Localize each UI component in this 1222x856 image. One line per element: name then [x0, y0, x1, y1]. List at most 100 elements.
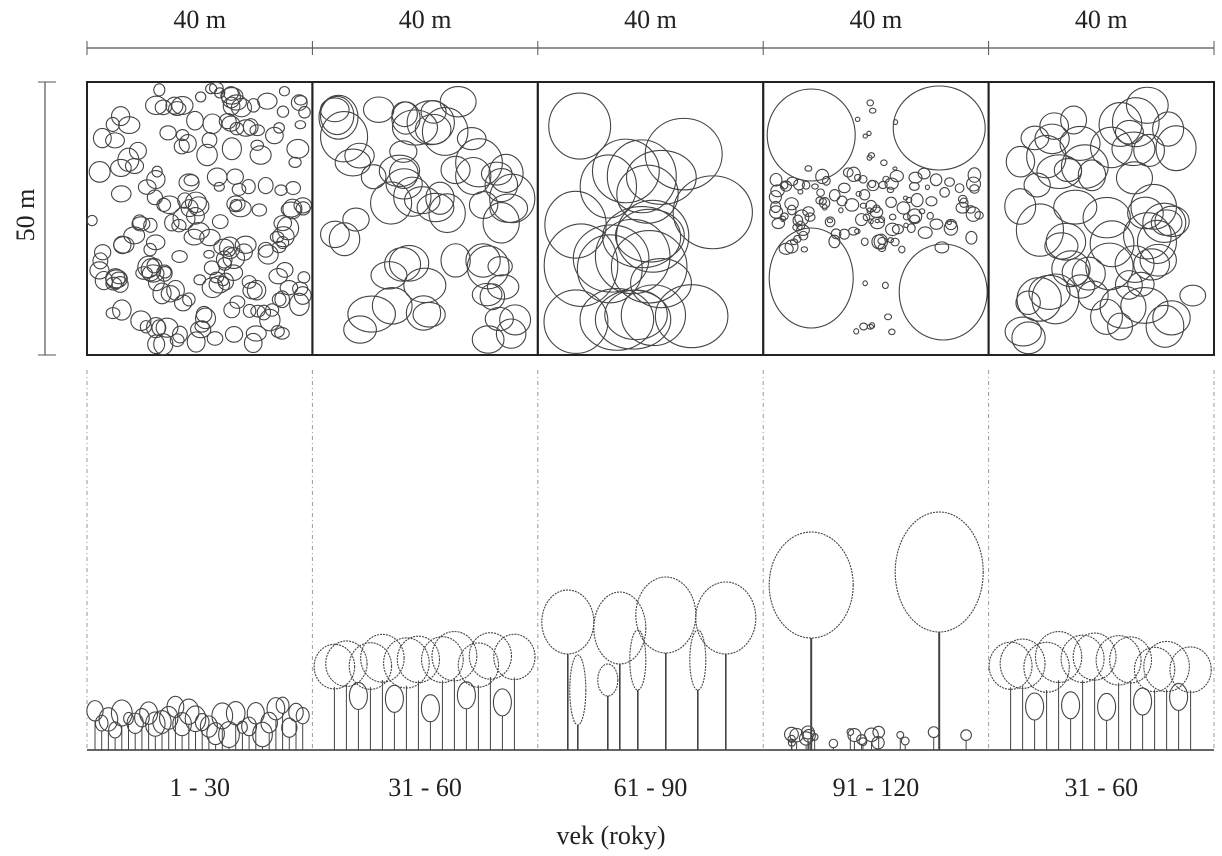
crown-plan — [815, 168, 830, 185]
crown-plan — [455, 138, 503, 188]
crown-plan — [908, 181, 920, 191]
crown-plan — [869, 206, 884, 219]
tree-crown — [266, 697, 286, 721]
crown-plan — [265, 303, 280, 317]
crown-plan — [242, 303, 257, 318]
tree-crown — [110, 699, 133, 727]
tree-crown — [260, 711, 278, 734]
crown-plan — [784, 239, 799, 254]
plot-frame — [311, 81, 539, 356]
tree-crown — [871, 736, 885, 750]
crown-plan — [821, 204, 828, 211]
crown-plan — [1045, 222, 1087, 261]
crown-plan — [169, 333, 185, 348]
crown-plan — [1044, 232, 1079, 260]
tree-crown — [999, 638, 1046, 689]
crown-plan — [811, 183, 819, 190]
crown-plan — [256, 304, 272, 321]
crown-plan — [854, 228, 861, 235]
crown-plan — [290, 94, 308, 111]
crown-plan — [969, 184, 980, 194]
width-label: 40 m — [173, 5, 226, 34]
crown-plan — [385, 168, 423, 200]
crown-plan — [866, 323, 875, 330]
tree-crown — [858, 737, 868, 747]
columns: 40 m 1 - 30 40 m 31 - 60 40 m 61 - 90 40 m 91 -… — [86, 5, 1215, 802]
crown-plan — [1004, 188, 1037, 225]
crown-plan — [1059, 125, 1101, 161]
crown-plan — [471, 325, 505, 354]
tree-crown — [1109, 636, 1153, 684]
crown-plan — [280, 201, 302, 218]
age-label: 1 - 30 — [169, 773, 230, 802]
crown-plan — [225, 94, 247, 111]
crown-plan — [610, 229, 688, 304]
crown-plan — [1114, 119, 1144, 145]
crown-plan — [147, 274, 165, 292]
crown-plan — [854, 173, 862, 182]
crown-plan — [391, 101, 421, 135]
crown-plan — [654, 284, 729, 349]
crown-plan — [887, 237, 895, 244]
crown-plan — [164, 213, 180, 232]
crown-plan — [468, 191, 499, 219]
crown-plan — [1061, 258, 1090, 287]
crown-plan — [925, 196, 938, 207]
crown-plan — [186, 331, 206, 353]
crown-plan — [202, 113, 223, 135]
tree-crown — [206, 722, 225, 746]
crown-plan — [794, 209, 810, 226]
tree-crown — [635, 576, 697, 654]
crown-plan — [868, 322, 876, 329]
crown-plan — [898, 245, 906, 254]
crown-plan — [1154, 205, 1190, 238]
crown-plan — [208, 81, 224, 95]
tree-crown — [275, 696, 290, 714]
crown-plan — [926, 211, 934, 220]
crown-plan — [1098, 102, 1143, 147]
crown-plan — [889, 169, 904, 183]
crown-plan — [486, 274, 520, 300]
crown-plan — [917, 167, 931, 180]
plot-frame — [762, 81, 990, 356]
crown-plan — [908, 171, 923, 184]
crown-plan — [274, 290, 291, 309]
crown-plan — [1026, 134, 1067, 179]
crown-plan — [885, 222, 900, 237]
crown-plan — [821, 175, 831, 186]
crown-plan — [226, 168, 244, 185]
crown-plan — [405, 295, 442, 331]
crown-plan — [957, 194, 968, 204]
tree-crown — [768, 531, 854, 639]
crown-plan — [224, 326, 244, 343]
tree-crown — [456, 681, 476, 710]
tree-crown — [1034, 631, 1083, 683]
crown-plan — [1127, 196, 1164, 230]
tree-crown — [872, 725, 886, 739]
crown-plan — [796, 220, 806, 231]
crown-plan — [196, 143, 218, 167]
crown-plan — [113, 235, 132, 255]
tree-crown — [123, 711, 134, 726]
crown-plan — [141, 264, 165, 283]
crown-plan — [1028, 274, 1071, 311]
crown-plan — [203, 249, 215, 259]
crown-plan — [846, 166, 861, 183]
crown-plan — [217, 275, 229, 287]
crown-plan — [89, 261, 110, 280]
crown-plan — [199, 228, 221, 247]
crown-plan — [771, 217, 786, 230]
tree-crown — [420, 694, 440, 723]
crown-plan — [495, 318, 527, 349]
crown-plan — [171, 250, 188, 264]
crown-plan — [118, 116, 141, 135]
crown-plan — [828, 189, 841, 202]
crown-plan — [439, 86, 477, 118]
crown-plan — [1039, 112, 1070, 140]
tree-crown — [798, 731, 814, 746]
crown-plan — [1139, 243, 1177, 277]
tree-crown — [569, 654, 587, 726]
crown-plan — [369, 181, 413, 225]
crown-plan — [872, 204, 881, 214]
crown-plan — [579, 154, 638, 219]
